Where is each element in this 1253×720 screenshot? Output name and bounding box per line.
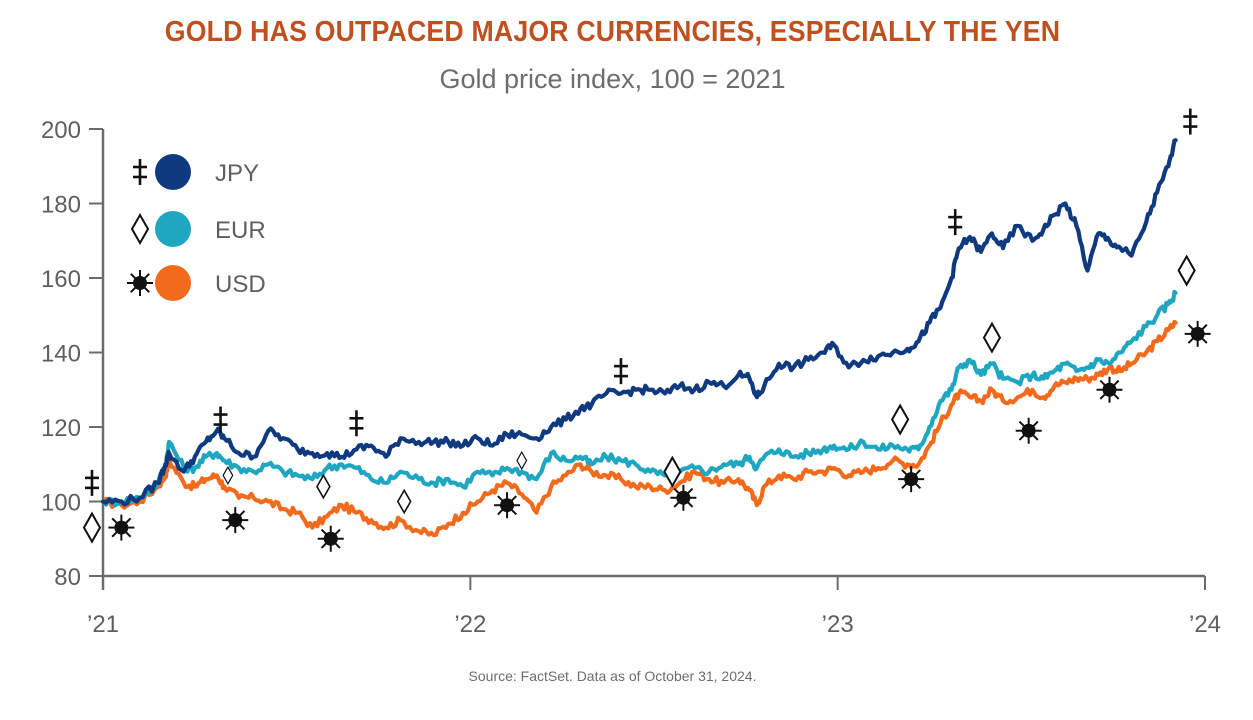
jpy-marker-double-dagger [84,469,99,496]
jpy-marker-double-dagger [213,406,228,433]
y-tick-label: 80 [54,564,81,591]
sun-icon [127,270,153,296]
x-tick-label: ’22 [454,611,486,638]
series-layer [100,138,1178,538]
eur-marker-diamond [663,455,682,488]
jpy-marker-double-dagger [1183,108,1198,135]
eur-marker-diamond [82,511,102,544]
y-tick-label: 180 [41,192,81,219]
eur-marker-diamond [890,403,910,436]
jpy-marker-double-dagger [349,410,364,437]
x-tick-label: ’24 [1189,611,1221,638]
legend-swatch-jpy [155,154,191,190]
axes: 80 100 120 140 160 180 200 ’21 ’22 ’23 ’24 [41,117,1221,638]
usd-marker-sun [108,514,135,541]
eur-marker-diamond [982,321,1002,354]
series-line-jpy [100,138,1178,507]
eur-marker-diamond [222,465,234,486]
legend-swatch-usd [155,265,191,301]
legend-label: USD [215,271,266,298]
eur-marker-diamond [316,473,331,500]
y-tick-label: 120 [41,415,81,442]
legend-item-usd: USD [127,265,266,301]
legend-item-eur: EUR [130,211,266,247]
legend-label: JPY [215,160,259,187]
eur-marker-diamond [1177,254,1196,287]
usd-marker-sun [222,507,249,534]
double-dagger-icon [133,159,147,185]
jpy-marker-double-dagger [613,358,628,385]
y-tick-label: 100 [41,490,81,517]
y-tick-label: 160 [41,266,81,293]
usd-marker-sun [317,525,344,552]
usd-marker-sun [494,492,521,519]
usd-marker-sun [670,484,697,511]
y-tick-label: 200 [41,117,81,144]
chart-subtitle: Gold price index, 100 = 2021 [439,64,786,94]
legend: JPY EUR USD [127,154,266,301]
y-tick-label: 140 [41,341,81,368]
usd-marker-sun [1184,320,1211,347]
legend-item-jpy: JPY [133,154,259,190]
legend-swatch-eur [155,211,191,247]
series-line-usd [100,319,1178,538]
legend-label: EUR [215,217,266,244]
diamond-icon [130,212,150,246]
chart-title: GOLD HAS OUTPACED MAJOR CURRENCIES, ESPE… [164,16,1061,48]
eur-marker-diamond [516,450,528,471]
annotation-layer [82,108,1211,552]
usd-marker-sun [1096,376,1123,403]
x-tick-label: ’23 [822,611,854,638]
usd-marker-sun [1015,417,1042,444]
source-note: Source: FactSet. Data as of October 31, … [468,668,757,684]
usd-marker-sun [898,466,925,493]
eur-marker-diamond [396,488,412,515]
jpy-marker-double-dagger [948,209,963,236]
x-tick-label: ’21 [87,611,119,638]
